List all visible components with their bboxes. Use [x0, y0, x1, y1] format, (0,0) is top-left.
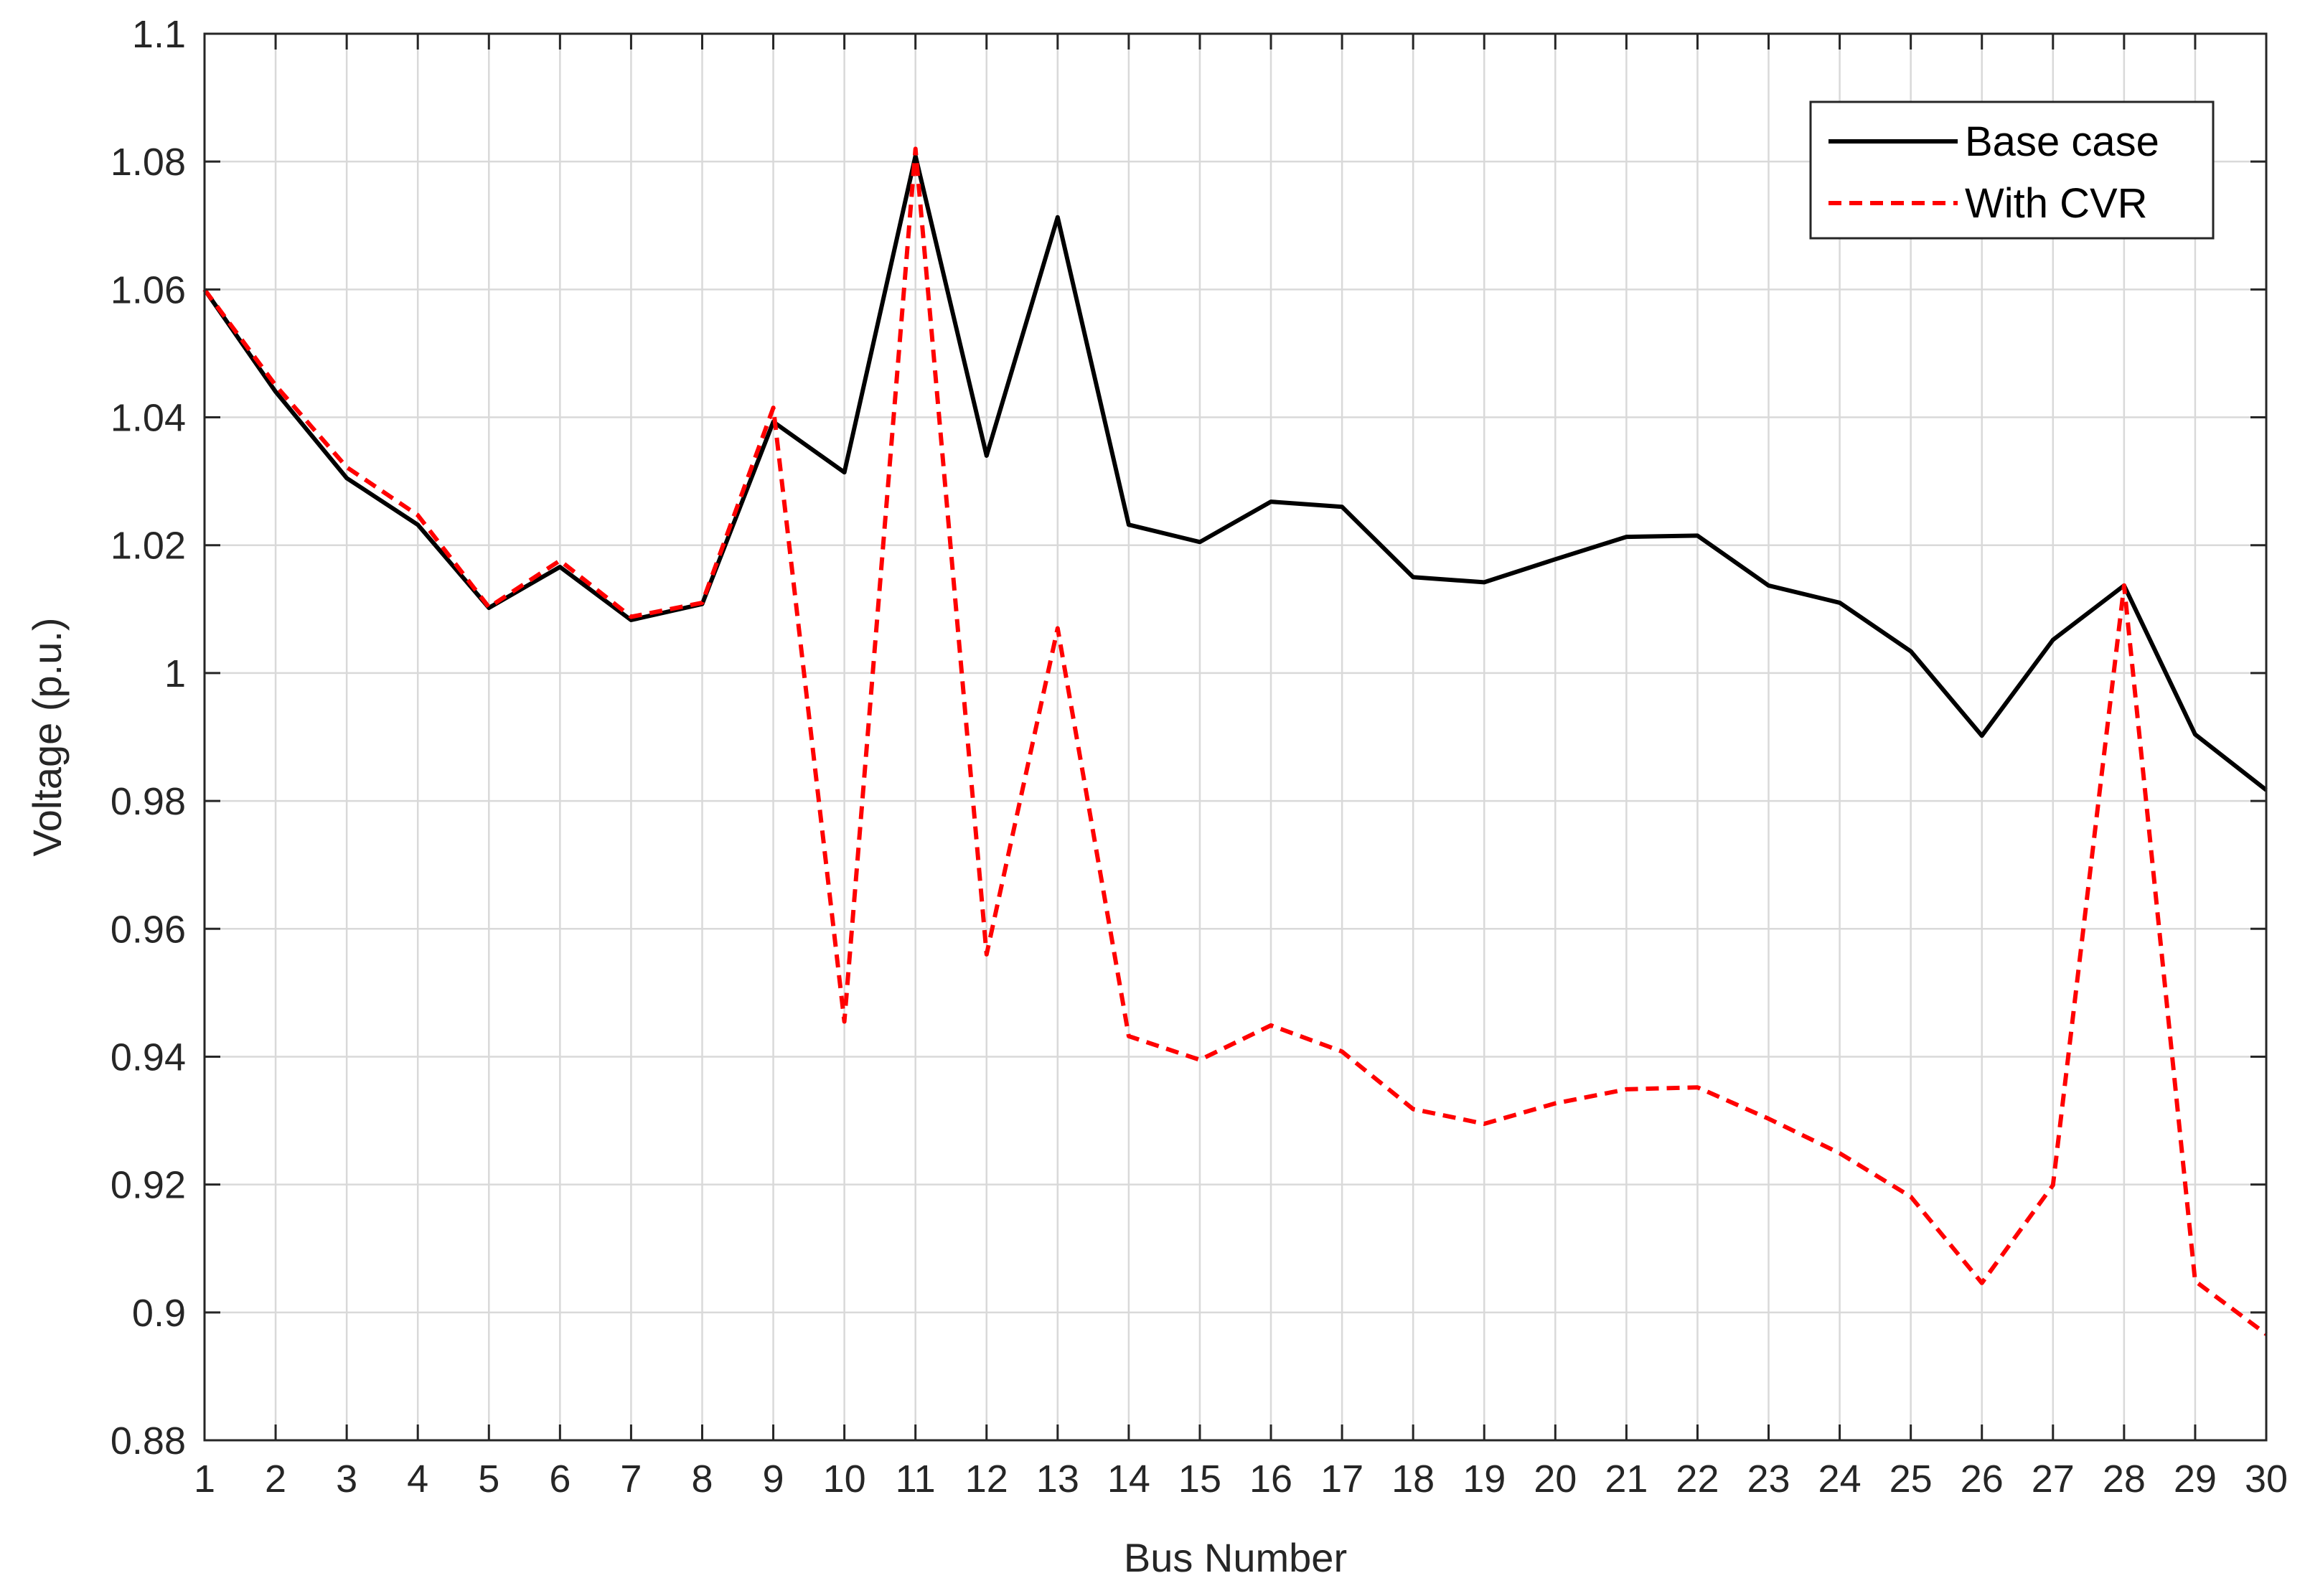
- x-tick-label: 16: [1249, 1457, 1292, 1501]
- x-tick-label: 29: [2174, 1457, 2217, 1501]
- x-tick-label: 11: [896, 1457, 936, 1501]
- x-tick-label: 4: [407, 1457, 428, 1501]
- y-tick-label: 1.08: [111, 141, 186, 184]
- x-tick-label: 24: [1818, 1457, 1862, 1501]
- y-tick-label: 0.92: [111, 1164, 186, 1207]
- x-tick-label: 19: [1463, 1457, 1506, 1501]
- y-tick-label: 1.1: [132, 13, 186, 56]
- x-tick-label: 1: [194, 1457, 215, 1501]
- x-tick-label: 14: [1107, 1457, 1150, 1501]
- x-tick-label: 6: [549, 1457, 571, 1501]
- y-tick-label: 0.88: [111, 1419, 186, 1463]
- legend-box: [1809, 100, 2215, 240]
- series-layer: [202, 146, 2268, 1336]
- x-tick-label: 8: [691, 1457, 713, 1501]
- x-tick-label: 13: [1036, 1457, 1079, 1501]
- y-tick-label: 0.98: [111, 780, 186, 823]
- x-tick-label: 12: [965, 1457, 1008, 1501]
- series-line-with-cvr: [202, 146, 2268, 1336]
- x-tick-label: 7: [620, 1457, 642, 1501]
- tick-layer: 1 2 3 4 5 6 7 8 9 10 11 12 13 14 15 16 17 18 19 20 21 22 23 24 2…: [111, 13, 2288, 1501]
- y-tick-label: 0.94: [111, 1036, 186, 1079]
- x-tick-label: 18: [1391, 1457, 1435, 1501]
- legend-label-base-case: Base case: [1965, 118, 2159, 165]
- y-tick-label: 0.9: [132, 1292, 186, 1335]
- y-tick-label: 1: [164, 652, 186, 695]
- x-tick-label: 3: [336, 1457, 357, 1501]
- y-tick-label: 1.04: [111, 397, 186, 440]
- x-tick-label: 15: [1178, 1457, 1221, 1501]
- x-tick-label: 30: [2245, 1457, 2288, 1501]
- x-tick-label: 27: [2032, 1457, 2075, 1501]
- x-tick-label: 28: [2103, 1457, 2146, 1501]
- x-tick-label: 26: [1961, 1457, 2004, 1501]
- x-tick-label: 2: [265, 1457, 286, 1501]
- x-tick-label: 17: [1320, 1457, 1363, 1501]
- y-tick-label: 1.06: [111, 268, 186, 311]
- legend: Base case With CVR: [1809, 100, 2215, 240]
- x-tick-label: 10: [823, 1457, 866, 1501]
- x-tick-label: 23: [1747, 1457, 1790, 1501]
- x-axis-label: Bus Number: [1124, 1535, 1347, 1580]
- axes-box: [203, 32, 2268, 1442]
- y-axis-label: Voltage (p.u.): [24, 617, 70, 856]
- series-line-base-case: [202, 154, 2268, 792]
- x-tick-label: 25: [1889, 1457, 1933, 1501]
- x-tick-label: 20: [1534, 1457, 1577, 1501]
- x-tick-label: 21: [1605, 1457, 1648, 1501]
- x-tick-label: 22: [1676, 1457, 1719, 1501]
- y-tick-label: 1.02: [111, 525, 186, 568]
- legend-label-with-cvr: With CVR: [1965, 180, 2148, 227]
- y-tick-label: 0.96: [111, 908, 186, 951]
- plot-area: [205, 34, 2266, 1440]
- x-tick-label: 5: [478, 1457, 499, 1501]
- x-tick-label: 9: [763, 1457, 784, 1501]
